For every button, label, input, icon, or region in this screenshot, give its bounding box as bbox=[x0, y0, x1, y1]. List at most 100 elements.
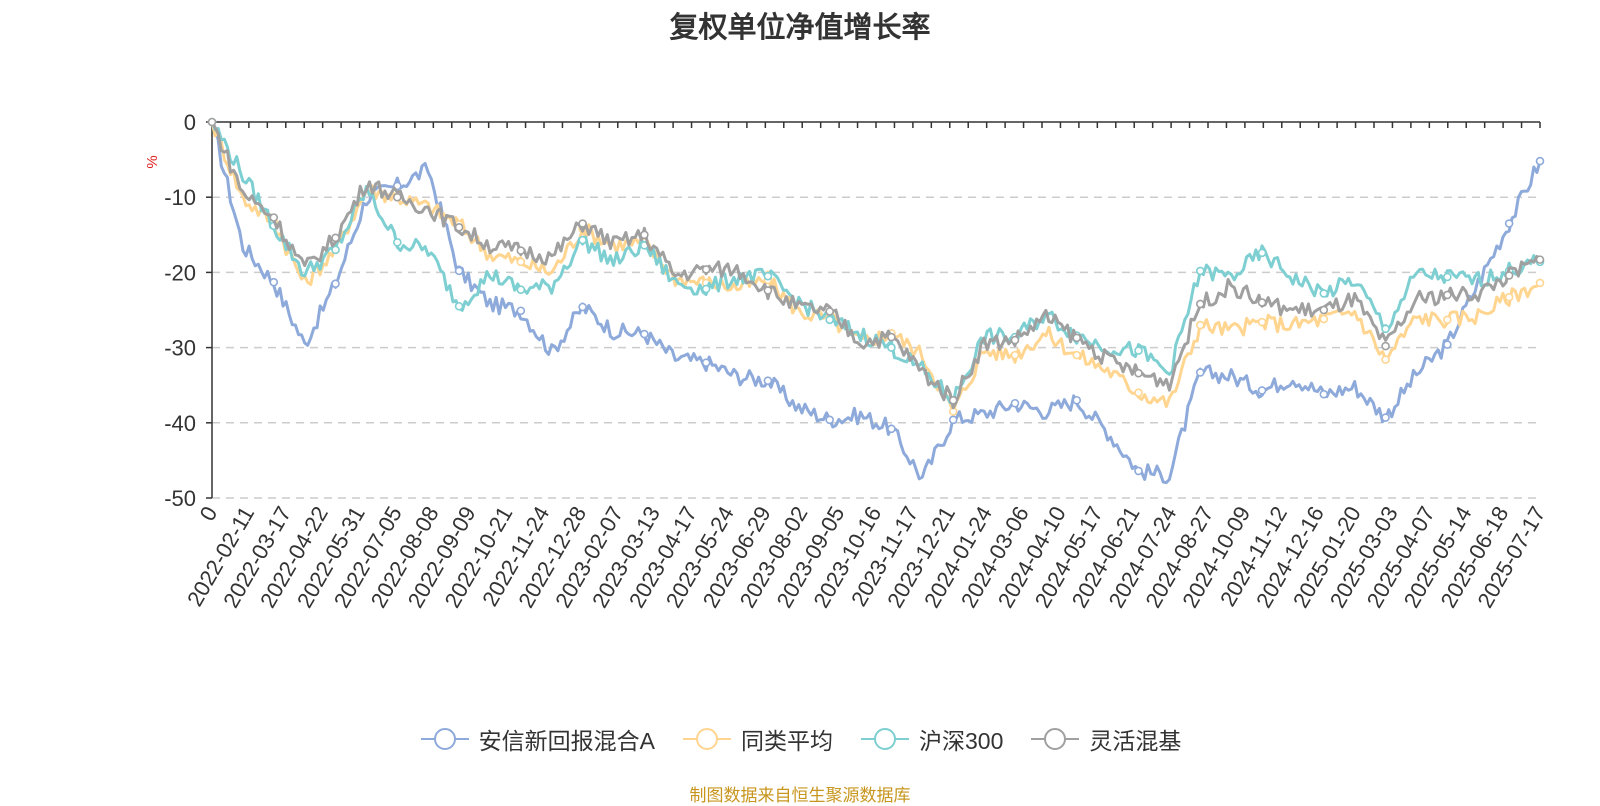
data-point[interactable] bbox=[1134, 388, 1143, 398]
legend-marker-icon bbox=[420, 728, 469, 750]
legend-item[interactable]: 沪深300 bbox=[859, 722, 1003, 756]
data-point[interactable] bbox=[1195, 320, 1205, 330]
data-point[interactable] bbox=[1072, 333, 1082, 343]
y-tick-label: -40 bbox=[164, 411, 196, 436]
y-tick-label: 0 bbox=[184, 110, 196, 135]
chart-title: 复权单位净值增长率 bbox=[669, 12, 931, 44]
data-point[interactable] bbox=[1535, 278, 1545, 288]
legend-label: 灵活混基 bbox=[1089, 728, 1182, 754]
data-point[interactable] bbox=[516, 285, 526, 294]
data-point[interactable] bbox=[701, 265, 711, 274]
legend-marker-icon bbox=[682, 728, 731, 750]
data-point[interactable] bbox=[1257, 248, 1267, 258]
data-point[interactable] bbox=[1443, 290, 1452, 300]
legend-label: 沪深300 bbox=[918, 728, 1004, 754]
data-point[interactable] bbox=[825, 315, 834, 325]
legend-marker-icon bbox=[860, 728, 909, 750]
data-point[interactable] bbox=[1535, 255, 1545, 264]
data-point[interactable] bbox=[763, 286, 773, 295]
series-line bbox=[210, 121, 1542, 410]
data-point[interactable] bbox=[1195, 266, 1205, 276]
data-point[interactable] bbox=[454, 301, 464, 311]
series-line bbox=[210, 121, 1541, 406]
data-point[interactable] bbox=[948, 415, 958, 425]
y-tick-label: -20 bbox=[164, 260, 196, 285]
data-point[interactable] bbox=[1381, 341, 1390, 351]
y-tick-label: -10 bbox=[164, 185, 196, 210]
data-point[interactable] bbox=[1443, 272, 1452, 282]
data-point[interactable] bbox=[454, 266, 464, 276]
data-point[interactable] bbox=[1134, 466, 1143, 476]
data-point[interactable] bbox=[825, 307, 834, 316]
y-axis-unit-label: % bbox=[144, 155, 161, 168]
data-point[interactable] bbox=[1195, 299, 1205, 309]
data-point[interactable] bbox=[578, 302, 587, 312]
x-tick-label: 0 bbox=[195, 502, 223, 525]
data-point[interactable] bbox=[825, 415, 834, 425]
y-tick-label: -50 bbox=[164, 486, 196, 511]
data-point[interactable] bbox=[1195, 368, 1205, 377]
data-point[interactable] bbox=[1072, 350, 1082, 360]
data-point[interactable] bbox=[578, 219, 587, 228]
legend: 安信新回报混合A 同类平均 沪深300 灵活混基 bbox=[0, 722, 1600, 756]
data-point[interactable] bbox=[1381, 324, 1390, 334]
data-point[interactable] bbox=[1072, 395, 1082, 405]
data-point[interactable] bbox=[1504, 292, 1514, 302]
y-tick-label: -30 bbox=[164, 336, 196, 361]
data-point[interactable] bbox=[887, 424, 896, 434]
data-point[interactable] bbox=[1381, 413, 1390, 422]
data-point[interactable] bbox=[763, 376, 773, 385]
data-point[interactable] bbox=[1319, 289, 1329, 298]
legend-item[interactable]: 安信新回报混合A bbox=[419, 722, 655, 756]
series-layer bbox=[207, 117, 1545, 485]
data-point[interactable] bbox=[887, 343, 896, 352]
data-point[interactable] bbox=[1504, 219, 1514, 228]
data-point[interactable] bbox=[887, 332, 896, 342]
data-point[interactable] bbox=[1319, 389, 1329, 399]
series-line bbox=[210, 121, 1542, 485]
legend-item[interactable]: 灵活混基 bbox=[1029, 722, 1181, 756]
data-point[interactable] bbox=[701, 358, 711, 367]
data-point[interactable] bbox=[516, 257, 526, 267]
series-line bbox=[210, 121, 1542, 414]
legend-item[interactable]: 同类平均 bbox=[681, 722, 833, 756]
data-point[interactable] bbox=[1010, 350, 1020, 360]
data-point[interactable] bbox=[1443, 340, 1452, 349]
data-point[interactable] bbox=[516, 306, 526, 316]
data-point[interactable] bbox=[640, 230, 649, 240]
data-point[interactable] bbox=[1381, 355, 1390, 364]
data-point[interactable] bbox=[640, 329, 649, 339]
data-point[interactable] bbox=[269, 277, 279, 287]
data-point[interactable] bbox=[1319, 314, 1329, 324]
legend-marker-icon bbox=[1031, 728, 1080, 750]
data-point[interactable] bbox=[1010, 335, 1020, 345]
data-point[interactable] bbox=[1134, 346, 1143, 355]
data-point[interactable] bbox=[331, 245, 340, 255]
data-point[interactable] bbox=[948, 395, 958, 405]
data-point[interactable] bbox=[393, 238, 402, 247]
data-point[interactable] bbox=[1134, 368, 1143, 378]
data-point[interactable] bbox=[331, 233, 340, 243]
data-point[interactable] bbox=[1319, 305, 1329, 315]
grid-layer bbox=[212, 196, 1540, 499]
data-point[interactable] bbox=[207, 117, 217, 127]
source-note: 制图数据来自恒生聚源数据库 bbox=[689, 786, 911, 805]
data-point[interactable] bbox=[454, 222, 464, 232]
data-point[interactable] bbox=[1257, 317, 1267, 327]
data-point[interactable] bbox=[1443, 315, 1452, 325]
data-point[interactable] bbox=[516, 246, 526, 255]
legend-label: 同类平均 bbox=[740, 728, 833, 754]
data-point[interactable] bbox=[1257, 386, 1267, 395]
data-point[interactable] bbox=[331, 279, 340, 288]
data-point[interactable] bbox=[1535, 156, 1545, 166]
data-point[interactable] bbox=[269, 213, 279, 222]
data-point[interactable] bbox=[763, 271, 773, 281]
data-point[interactable] bbox=[701, 284, 711, 294]
data-point[interactable] bbox=[1257, 298, 1267, 307]
data-point[interactable] bbox=[393, 192, 402, 202]
data-point[interactable] bbox=[1010, 398, 1020, 408]
data-point[interactable] bbox=[1504, 271, 1514, 280]
legend-label: 安信新回报混合A bbox=[478, 728, 655, 754]
data-point[interactable] bbox=[578, 235, 587, 245]
